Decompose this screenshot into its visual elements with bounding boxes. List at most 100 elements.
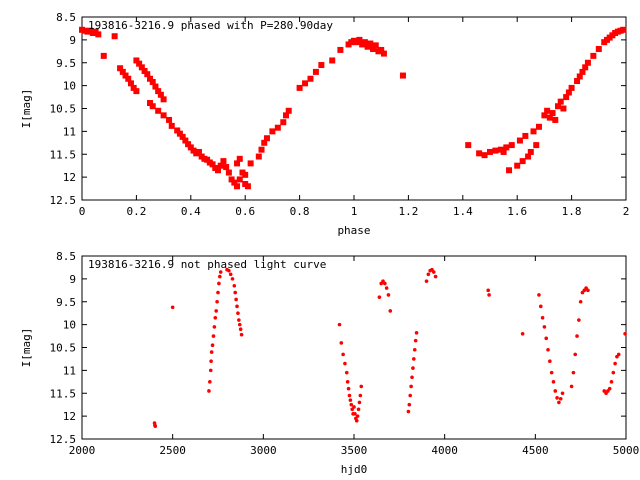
data-point: [616, 352, 621, 357]
data-point: [549, 110, 556, 117]
x-axis-label: phase: [337, 224, 370, 237]
data-point: [209, 350, 214, 354]
data-point: [433, 274, 438, 279]
data-point: [620, 26, 627, 33]
data-point: [138, 64, 145, 71]
x-tick-label: 4000: [431, 444, 458, 457]
data-point: [214, 309, 218, 313]
data-point: [247, 160, 254, 167]
data-point: [337, 46, 344, 53]
y-tick-label: 9: [69, 273, 76, 286]
data-point: [269, 128, 276, 135]
data-point: [153, 424, 158, 428]
data-point: [399, 72, 406, 79]
data-point: [170, 305, 175, 310]
x-axis-label: hjd0: [341, 463, 368, 476]
data-point: [100, 52, 107, 59]
data-point: [339, 341, 344, 345]
y-tick-label: 11.5: [50, 148, 77, 161]
data-points-phased: [79, 26, 627, 190]
data-point: [236, 176, 243, 183]
x-tick-label: 0.2: [126, 205, 146, 218]
x-tick-label: 1.6: [507, 205, 527, 218]
data-point: [569, 384, 574, 389]
data-point: [209, 359, 213, 364]
y-tick-label: 11: [63, 125, 76, 138]
plot-frame: [81, 255, 627, 440]
data-point: [136, 60, 143, 67]
data-point: [238, 327, 243, 332]
x-tick-label: 1.8: [562, 205, 582, 218]
y-tick-label: 12.5: [50, 433, 77, 446]
data-point: [586, 288, 590, 293]
data-point: [356, 407, 361, 412]
data-point: [125, 75, 132, 82]
data-point: [149, 78, 156, 85]
data-point: [560, 391, 565, 396]
data-point: [492, 147, 499, 154]
data-point: [557, 98, 564, 105]
data-point: [149, 103, 156, 110]
data-point: [210, 343, 215, 348]
data-point: [538, 304, 543, 309]
data-point: [95, 31, 102, 38]
data-point: [144, 71, 151, 78]
data-point: [187, 144, 194, 151]
data-point: [329, 57, 336, 64]
data-point: [117, 65, 124, 72]
data-point: [520, 331, 525, 336]
y-tick-label: 11.5: [50, 387, 77, 400]
data-point: [230, 277, 235, 281]
data-point: [147, 100, 153, 107]
data-point: [551, 380, 556, 384]
data-point: [234, 160, 241, 167]
data-point: [546, 347, 550, 352]
data-point: [218, 274, 222, 279]
data-point: [549, 370, 554, 375]
y-tick-label: 11: [63, 364, 76, 377]
data-point: [345, 380, 350, 384]
data-point: [548, 359, 552, 364]
data-point: [239, 332, 244, 337]
x-tick-label: 2500: [159, 444, 186, 457]
x-tick-label: 4500: [522, 444, 549, 457]
data-point: [584, 59, 591, 66]
y-tick-label: 9: [69, 34, 76, 47]
data-point: [141, 67, 148, 74]
data-point: [535, 123, 542, 130]
data-point: [560, 105, 567, 112]
data-point: [212, 325, 217, 329]
data-point: [119, 68, 126, 75]
y-tick-label: 12: [63, 171, 76, 184]
data-point: [234, 183, 241, 190]
x-tick-label: 1.2: [398, 205, 418, 218]
data-point: [233, 290, 238, 295]
data-point: [111, 33, 118, 40]
data-point: [152, 83, 159, 90]
data-point: [607, 386, 612, 391]
data-point: [407, 402, 412, 407]
data-point: [424, 279, 429, 283]
data-point: [573, 352, 578, 357]
data-point: [215, 299, 219, 304]
data-point: [341, 352, 345, 357]
data-point: [236, 311, 240, 315]
data-point: [242, 171, 249, 178]
x-tick-label: 2000: [69, 444, 96, 457]
data-point: [386, 293, 391, 297]
data-point: [147, 75, 153, 82]
data-point: [155, 88, 162, 95]
data-point: [318, 62, 325, 69]
data-point: [514, 162, 521, 169]
x-tick-label: 3000: [250, 444, 277, 457]
data-point: [179, 133, 186, 140]
data-point: [195, 148, 202, 155]
data-point: [346, 386, 351, 391]
data-point: [261, 139, 268, 146]
data-point: [553, 389, 558, 393]
data-point: [410, 375, 414, 380]
data-point: [208, 380, 212, 384]
x-tick-label: 1: [351, 205, 358, 218]
data-point: [227, 268, 231, 273]
data-point: [546, 114, 553, 121]
